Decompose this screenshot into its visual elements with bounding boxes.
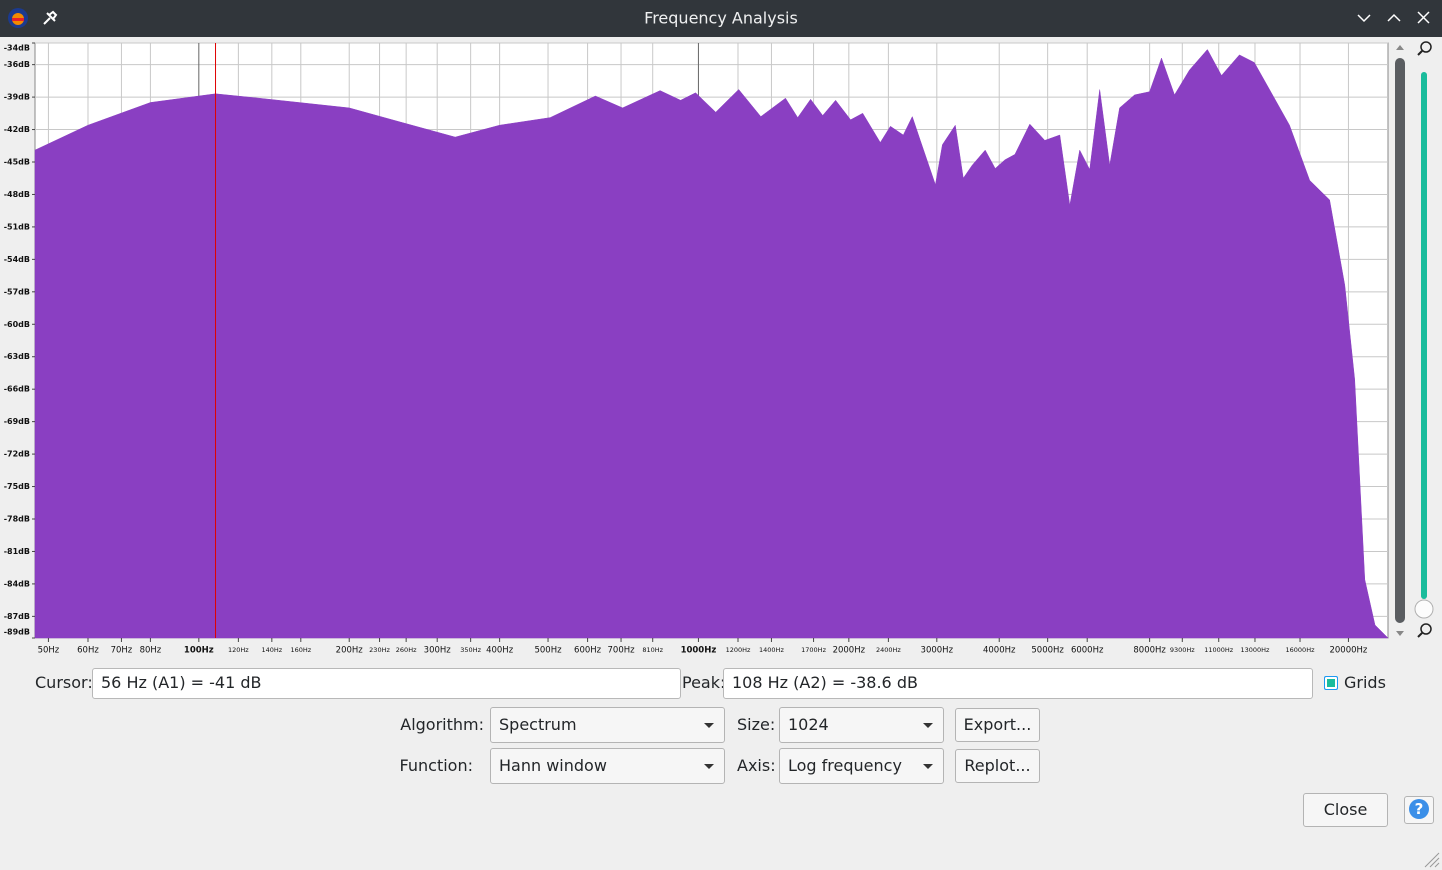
x-tick-label: 3000Hz — [921, 646, 954, 656]
help-button-frame[interactable]: ? — [1404, 796, 1434, 824]
x-tick-label: 300Hz — [424, 646, 452, 656]
y-tick-label: -66dB — [4, 385, 30, 394]
x-tick-label: 700Hz — [608, 646, 636, 656]
close-button[interactable]: Close — [1303, 793, 1388, 827]
x-tick-label: 80Hz — [140, 646, 162, 656]
y-tick-label: -34dB — [4, 44, 30, 53]
y-tick-label: -75dB — [4, 482, 30, 491]
y-tick-label: -78dB — [4, 515, 30, 524]
x-tick-label: 5000Hz — [1031, 646, 1064, 656]
algorithm-combo[interactable]: Spectrum — [490, 707, 725, 743]
title-bar — [0, 0, 1442, 37]
export-button[interactable]: Export... — [955, 708, 1040, 742]
grids-checkbox[interactable] — [1324, 676, 1338, 690]
y-tick-label: -57dB — [4, 287, 30, 296]
x-tick-label: 50Hz — [38, 646, 60, 656]
close-window-button[interactable] — [1417, 11, 1430, 24]
y-tick-label: -51dB — [4, 222, 30, 231]
x-tick-label: 2000Hz — [833, 646, 866, 656]
x-tick-label: 230Hz — [369, 646, 390, 654]
grids-label: Grids — [1344, 673, 1386, 692]
x-tick-label: 500Hz — [534, 646, 562, 656]
x-tick-label: 13000Hz — [1240, 646, 1270, 654]
x-tick-label: 120Hz — [228, 646, 249, 654]
x-tick-label: 70Hz — [111, 646, 133, 656]
y-tick-label: -48dB — [4, 190, 30, 199]
x-tick-label: 2400Hz — [876, 646, 901, 654]
x-tick-label: 60Hz — [77, 646, 99, 656]
y-tick-label: -39dB — [4, 93, 30, 102]
help-button[interactable]: ? — [1409, 799, 1429, 819]
maximize-button[interactable] — [1387, 13, 1401, 22]
x-tick-label: 160Hz — [290, 646, 311, 654]
minimize-button[interactable] — [1357, 14, 1371, 23]
cursor-label: Cursor: — [35, 673, 93, 692]
x-tick-label: 8000Hz — [1133, 646, 1166, 656]
axis-label: Axis: — [737, 756, 776, 775]
y-tick-label: -36dB — [4, 60, 30, 69]
x-tick-label: 260Hz — [396, 646, 417, 654]
cursor-field[interactable]: 56 Hz (A1) = -41 dB — [92, 668, 681, 699]
axis-combo[interactable]: Log frequency — [779, 748, 944, 784]
x-tick-label: 16000Hz — [1286, 646, 1316, 654]
y-tick-label: -69dB — [4, 417, 30, 426]
y-tick-label: -81dB — [4, 547, 30, 556]
y-tick-label: -89dB — [4, 628, 30, 637]
y-tick-label: -45dB — [4, 158, 30, 167]
x-tick-label: 20000Hz — [1329, 646, 1367, 656]
y-tick-label: -72dB — [4, 450, 30, 459]
size-label: Size: — [737, 715, 776, 734]
y-tick-label: -87dB — [4, 612, 30, 621]
y-tick-label: -54dB — [4, 255, 30, 264]
x-tick-label: 1200Hz — [726, 646, 751, 654]
x-tick-label: 350Hz — [460, 646, 481, 654]
algorithm-label: Algorithm: — [400, 715, 484, 734]
app-icon — [8, 8, 28, 28]
spectrum-area — [34, 49, 1389, 639]
peak-field[interactable]: 108 Hz (A2) = -38.6 dB — [723, 668, 1313, 699]
x-tick-label: 200Hz — [336, 646, 364, 656]
y-tick-label: -84dB — [4, 579, 30, 588]
x-tick-label: 100Hz — [184, 646, 214, 656]
y-tick-label: -63dB — [4, 352, 30, 361]
resize-grip[interactable] — [1420, 848, 1440, 868]
x-tick-label: 140Hz — [261, 646, 282, 654]
function-combo[interactable]: Hann window — [490, 748, 725, 784]
window-title: Frequency Analysis — [644, 9, 798, 28]
x-tick-label: 6000Hz — [1071, 646, 1104, 656]
peak-label: Peak: — [682, 673, 726, 692]
x-tick-label: 600Hz — [574, 646, 602, 656]
x-tick-label: 1000Hz — [681, 646, 717, 656]
spectrum-view: Frequency Analysis -34dB -36dB -39dB -42dB -… — [0, 0, 1442, 656]
x-tick-label: 400Hz — [486, 646, 514, 656]
size-combo[interactable]: 1024 — [779, 707, 944, 743]
x-tick-label: 810Hz — [642, 646, 663, 654]
x-tick-label: 4000Hz — [983, 646, 1016, 656]
replot-button[interactable]: Replot... — [955, 749, 1040, 783]
x-tick-label: 11000Hz — [1204, 646, 1234, 654]
y-tick-label: -42dB — [4, 125, 30, 134]
vertical-zoom[interactable] — [1395, 41, 1434, 638]
x-tick-label: 9300Hz — [1170, 646, 1195, 654]
x-tick-label: 1400Hz — [759, 646, 784, 654]
function-label: Function: — [399, 756, 473, 775]
pin-icon[interactable] — [43, 10, 58, 25]
x-tick-label: 1700Hz — [801, 646, 826, 654]
y-tick-label: -60dB — [4, 320, 30, 329]
